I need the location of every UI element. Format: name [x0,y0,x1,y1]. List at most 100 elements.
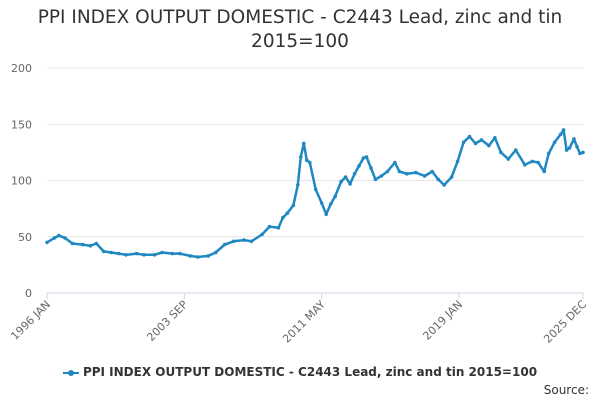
data-point[interactable] [319,201,324,205]
data-point[interactable] [116,251,121,256]
data-point[interactable] [523,163,527,167]
data-point[interactable] [348,182,352,186]
data-point[interactable] [473,141,478,146]
data-point[interactable] [357,164,361,168]
data-point[interactable] [302,141,306,146]
data-point[interactable] [267,224,272,229]
data-point[interactable] [308,160,312,165]
data-point[interactable] [343,175,348,179]
data-point[interactable] [231,239,236,244]
data-point[interactable] [328,202,333,206]
data-point[interactable] [552,140,557,145]
y-tick-label: 100 [11,175,32,188]
data-point[interactable] [581,150,585,155]
data-point[interactable] [81,242,85,247]
data-point[interactable] [487,143,491,148]
data-point[interactable] [499,150,503,155]
data-point[interactable] [152,253,157,257]
source-credit: Source: [543,383,589,397]
data-point[interactable] [70,241,75,246]
data-point[interactable] [170,251,175,256]
data-point[interactable] [339,179,343,184]
legend-swatch [62,369,79,376]
data-point[interactable] [422,174,427,178]
data-point[interactable] [285,211,290,215]
data-point[interactable] [188,254,193,258]
data-point[interactable] [493,136,497,140]
data-point[interactable] [94,241,99,246]
data-point[interactable] [430,169,435,174]
data-point[interactable] [575,145,579,149]
data-point[interactable] [369,166,373,170]
data-point[interactable] [134,251,139,256]
data-point[interactable] [467,134,472,139]
x-axis: 1996 JAN 2003 SEP 2011 MAY 2019 JAN 2025 DEC [8,292,589,346]
data-point[interactable] [206,254,210,258]
data-point[interactable] [124,253,128,257]
data-point[interactable] [546,151,551,156]
data-point[interactable] [561,128,566,132]
data-point[interactable] [305,158,309,163]
data-point[interactable] [196,255,200,259]
data-point[interactable] [442,183,446,187]
data-point[interactable] [564,148,569,152]
data-point[interactable] [542,169,546,174]
data-point[interactable] [405,172,409,176]
data-point[interactable] [479,138,484,142]
data-point[interactable] [260,232,264,237]
data-point[interactable] [572,137,576,141]
data-point[interactable] [530,159,534,164]
data-point[interactable] [101,249,106,254]
data-point[interactable] [160,250,164,255]
data-point[interactable] [397,169,402,174]
data-point[interactable] [281,215,285,220]
data-point[interactable] [361,156,366,160]
data-point[interactable] [324,212,329,217]
data-point[interactable] [242,238,246,242]
series-group[interactable] [45,128,585,259]
x-tick-label: 2011 MAY [280,298,328,346]
data-point[interactable] [578,151,582,156]
data-point[interactable] [222,242,227,247]
data-point[interactable] [373,177,378,182]
data-point[interactable] [276,226,281,230]
data-point[interactable] [178,251,182,256]
data-point[interactable] [436,177,441,182]
data-point[interactable] [299,155,303,159]
data-point[interactable] [449,175,454,179]
data-point[interactable] [379,174,384,178]
data-point[interactable] [296,183,300,187]
x-tick-label: 2019 JAN [420,298,465,343]
series-line[interactable] [46,128,584,259]
data-point[interactable] [514,148,518,152]
data-point[interactable] [558,132,563,137]
data-point[interactable] [52,236,57,240]
x-tick-label: 1996 JAN [8,298,53,343]
legend[interactable]: PPI INDEX OUTPUT DOMESTIC - C2443 Lead, … [0,365,600,379]
grid-lines [47,67,583,238]
data-point[interactable] [213,250,218,255]
data-point[interactable] [291,203,296,208]
data-point[interactable] [109,250,113,255]
y-tick-label: 150 [11,118,32,131]
data-point[interactable] [506,157,511,161]
data-point[interactable] [249,239,254,244]
data-point[interactable] [461,140,466,145]
data-point[interactable] [313,187,318,192]
chart-title: PPI INDEX OUTPUT DOMESTIC - C2443 Lead, … [37,7,563,52]
data-point[interactable] [45,240,49,245]
data-point[interactable] [536,160,540,165]
y-tick-label: 200 [11,62,32,75]
data-point[interactable] [88,244,93,248]
data-point[interactable] [142,253,146,257]
data-point[interactable] [385,169,390,174]
data-point[interactable] [333,194,338,199]
data-point[interactable] [364,155,369,159]
data-point[interactable] [567,146,572,150]
data-point[interactable] [57,233,61,238]
data-point[interactable] [414,170,418,175]
data-point[interactable] [393,160,397,165]
data-point[interactable] [63,236,67,240]
data-point[interactable] [455,159,460,164]
data-point[interactable] [352,172,357,176]
